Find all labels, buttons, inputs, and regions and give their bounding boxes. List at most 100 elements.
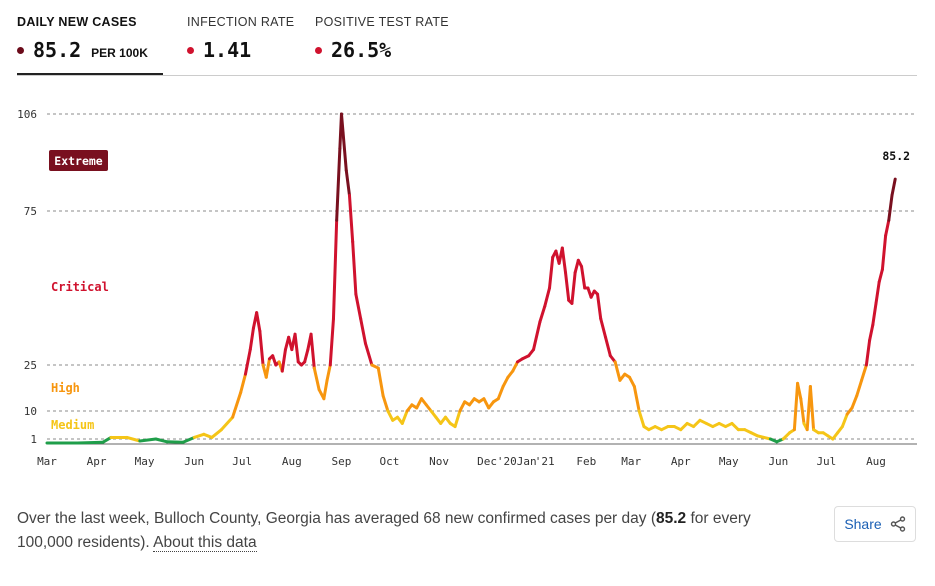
series-segment	[855, 378, 864, 398]
series-segment	[264, 357, 271, 379]
daily-cases-chart: 1 10 25 75 106 Mar Apr May Jun Jul Aug Sep Oct Nov Dec…	[17, 108, 917, 468]
series-segment	[613, 360, 622, 382]
series-segment	[347, 193, 355, 244]
x-tick-label: Nov	[429, 455, 449, 468]
series-segment	[192, 432, 206, 439]
x-tick-label: May	[135, 455, 155, 468]
series-segment	[580, 264, 587, 290]
series-segment	[890, 177, 897, 197]
series-segment	[210, 428, 223, 439]
series-segment	[339, 112, 345, 135]
series-segment	[877, 268, 884, 284]
series-segment	[532, 320, 542, 352]
series-segment	[400, 409, 409, 425]
series-segment	[796, 381, 803, 401]
series-segment	[303, 348, 310, 364]
series-segment	[75, 440, 105, 445]
y-tick-label: 106	[17, 108, 37, 121]
y-tick-label: 75	[24, 205, 37, 218]
series-segment	[548, 255, 555, 290]
series-segment	[501, 375, 510, 388]
y-tick-label: 25	[24, 359, 37, 372]
tabs-divider	[17, 75, 917, 76]
series-segment	[125, 435, 142, 443]
series-segment	[335, 146, 342, 222]
tab-label: DAILY NEW CASES	[17, 15, 137, 29]
x-tick-label: Jun	[768, 455, 788, 468]
about-data-link[interactable]: About this data	[153, 534, 257, 552]
tab-label: POSITIVE TEST RATE	[315, 15, 449, 29]
series-segment	[154, 437, 169, 444]
series-segment	[840, 412, 849, 429]
y-tick-label: 10	[24, 405, 37, 418]
x-tick-label: Jul	[232, 455, 252, 468]
status-dot-icon	[17, 47, 24, 54]
x-tick-label: Mar	[37, 455, 57, 468]
x-tick-label: Aug	[282, 455, 302, 468]
description-value: 85.2	[656, 510, 687, 527]
description-text: Over the last week, Bulloch County, Geor…	[17, 510, 656, 527]
share-button[interactable]: Share	[834, 506, 916, 542]
series-segment	[344, 168, 351, 197]
series-segment	[560, 246, 568, 275]
series-segment	[354, 292, 363, 321]
active-tab-indicator	[17, 73, 163, 76]
series-segment	[799, 397, 806, 425]
tab-infection-rate[interactable]: INFECTION RATE 1.41	[187, 0, 297, 76]
risk-badge	[49, 150, 108, 171]
x-tick-label: '21	[535, 455, 555, 468]
x-tick-label: Oct	[380, 455, 400, 468]
series-segment	[415, 397, 423, 410]
x-tick-label: '20Jan	[497, 455, 537, 468]
x-tick-label: May	[719, 455, 739, 468]
status-dot-icon	[315, 47, 322, 54]
tab-value: 85.2	[33, 38, 82, 62]
tab-value: 1.41	[203, 38, 252, 62]
series-segment	[293, 332, 300, 364]
series-segment	[880, 234, 888, 272]
series-segment	[871, 301, 878, 327]
status-dot-icon	[187, 47, 194, 54]
series-segment	[511, 360, 520, 373]
x-tick-label: Apr	[671, 455, 691, 468]
series-segment	[496, 384, 505, 401]
series-segment	[376, 366, 385, 398]
tab-positive-test-rate[interactable]: POSITIVE TEST RATE 26.5%	[315, 0, 455, 76]
series-segment	[239, 372, 247, 395]
risk-band-label: Critical	[51, 280, 109, 294]
series-segment	[309, 332, 316, 370]
series-segment	[322, 378, 329, 401]
series-segment	[850, 394, 859, 410]
series-segment	[138, 437, 158, 443]
series-segment	[243, 348, 252, 376]
tab-unit: PER 100K	[91, 46, 148, 60]
series-segment	[363, 341, 374, 367]
series-segment	[231, 391, 243, 419]
series-segment	[874, 280, 881, 305]
series-segment	[325, 363, 332, 382]
series-segment	[181, 435, 196, 444]
series-segment	[280, 348, 287, 373]
tab-label: INFECTION RATE	[187, 15, 295, 29]
series-segment	[331, 218, 339, 321]
series-segment	[884, 218, 891, 238]
tab-value: 26.5%	[331, 38, 392, 62]
series-segment	[482, 397, 491, 410]
series-segment	[564, 271, 571, 302]
series-segment	[381, 394, 390, 413]
series-segment	[628, 375, 636, 388]
risk-band-label: Extreme	[54, 154, 103, 168]
series-segment	[328, 317, 335, 367]
risk-band-label: High	[51, 381, 80, 395]
series-segment	[599, 317, 608, 339]
series-segment	[860, 363, 868, 382]
series-segment	[351, 240, 358, 296]
series-segment	[632, 384, 641, 413]
series-segment	[604, 335, 612, 358]
series-segment	[458, 400, 467, 413]
series-segment	[887, 193, 894, 222]
x-tick-label: Jul	[816, 455, 836, 468]
tab-daily-new-cases[interactable]: DAILY NEW CASES 85.2 PER 100K	[17, 0, 163, 76]
share-icon	[890, 516, 905, 532]
series-segment	[219, 415, 235, 432]
